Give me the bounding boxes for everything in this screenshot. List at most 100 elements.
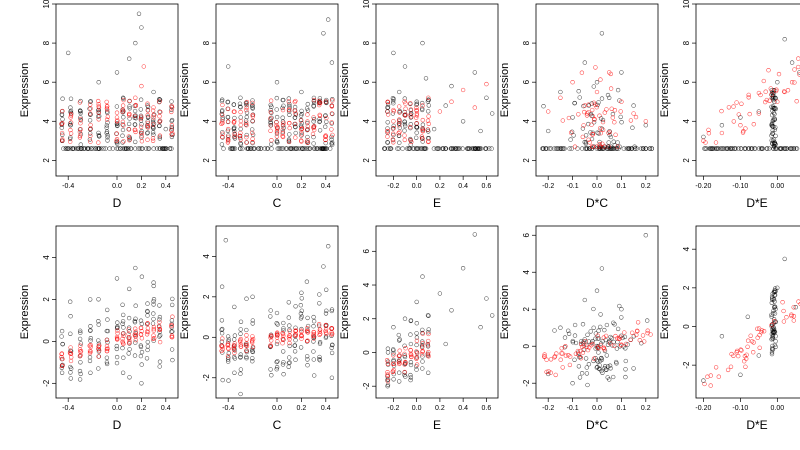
black-point: [138, 344, 144, 350]
red-point: [115, 336, 120, 342]
y-tick-label: 6: [362, 249, 371, 254]
black-point: [68, 299, 73, 304]
black-point: [460, 266, 466, 271]
black-point: [226, 378, 231, 383]
black-point: [772, 117, 777, 123]
black-point: [88, 99, 93, 104]
black-point: [139, 321, 144, 326]
black-point: [397, 89, 402, 95]
red-point: [293, 111, 298, 116]
red-point: [572, 144, 578, 149]
red-point: [628, 118, 634, 123]
baseline-point: [103, 146, 108, 151]
red-point: [576, 112, 581, 117]
black-point: [281, 320, 286, 326]
x-tick-label: 0.6: [482, 405, 492, 412]
red-point: [390, 137, 396, 142]
black-point: [408, 142, 413, 147]
red-point: [150, 122, 156, 127]
y-axis-label: Expression: [659, 63, 671, 117]
black-point: [321, 264, 326, 269]
black-point: [299, 314, 304, 319]
red-point: [126, 127, 132, 132]
red-point: [249, 339, 255, 344]
black-point: [484, 296, 489, 301]
red-point: [280, 122, 286, 128]
red-point: [170, 314, 175, 319]
black-point: [397, 379, 402, 384]
baseline-point: [422, 146, 427, 151]
red-point: [225, 106, 231, 112]
red-point: [645, 330, 650, 336]
red-point: [169, 132, 174, 137]
x-tick-label: 0.2: [297, 183, 307, 190]
black-point: [268, 123, 274, 128]
x-tick-label: 0.0: [412, 183, 422, 190]
red-point: [299, 328, 304, 333]
black-point: [612, 322, 617, 327]
plot-frame: [695, 225, 800, 399]
black-point: [225, 114, 231, 120]
red-point: [144, 332, 150, 337]
red-point: [391, 109, 397, 114]
red-point: [220, 347, 225, 352]
black-point: [408, 115, 414, 120]
red-point: [544, 357, 549, 362]
red-point: [409, 139, 414, 145]
black-point: [420, 330, 425, 336]
black-point: [311, 103, 316, 108]
y-tick-label: 2: [42, 297, 51, 302]
red-point: [220, 336, 225, 341]
black-point: [770, 128, 775, 133]
black-point: [589, 101, 594, 106]
black-point: [603, 367, 609, 372]
baseline-point: [287, 146, 292, 151]
black-point: [391, 96, 396, 102]
black-point: [170, 302, 175, 308]
red-point: [580, 134, 585, 140]
red-point: [287, 125, 292, 131]
black-point: [611, 139, 616, 144]
baseline-point: [489, 146, 494, 151]
red-point: [151, 333, 156, 338]
red-point: [769, 92, 774, 97]
baseline-point: [460, 146, 465, 151]
black-point: [286, 96, 291, 101]
red-point: [69, 355, 74, 360]
black-point: [607, 95, 612, 100]
black-point: [88, 112, 93, 117]
black-point: [238, 355, 243, 360]
red-point: [568, 130, 574, 135]
black-point: [311, 100, 317, 106]
baseline-point: [116, 146, 121, 151]
black-point: [219, 284, 225, 289]
red-point: [623, 341, 629, 347]
baseline-point: [95, 146, 100, 151]
red-point: [78, 349, 83, 354]
black-point: [59, 125, 64, 130]
baseline-point: [96, 146, 102, 151]
baseline-point: [125, 146, 130, 151]
baseline-point: [476, 146, 481, 151]
red-point: [121, 139, 126, 144]
baseline-point: [781, 146, 786, 151]
baseline-point: [124, 146, 129, 151]
black-point: [105, 138, 110, 143]
baseline-point: [256, 146, 261, 151]
red-point: [96, 354, 101, 359]
red-point: [769, 322, 774, 328]
red-point: [595, 333, 600, 338]
baseline-point: [457, 146, 462, 151]
red-point: [420, 136, 425, 141]
black-point: [771, 141, 777, 146]
y-axis-label: Expression: [179, 63, 191, 117]
black-point: [311, 141, 316, 146]
black-point: [595, 364, 600, 370]
baseline-point: [759, 146, 764, 151]
red-point: [796, 56, 800, 61]
black-point: [299, 130, 304, 135]
x-tick-label: 0.2: [435, 405, 445, 412]
